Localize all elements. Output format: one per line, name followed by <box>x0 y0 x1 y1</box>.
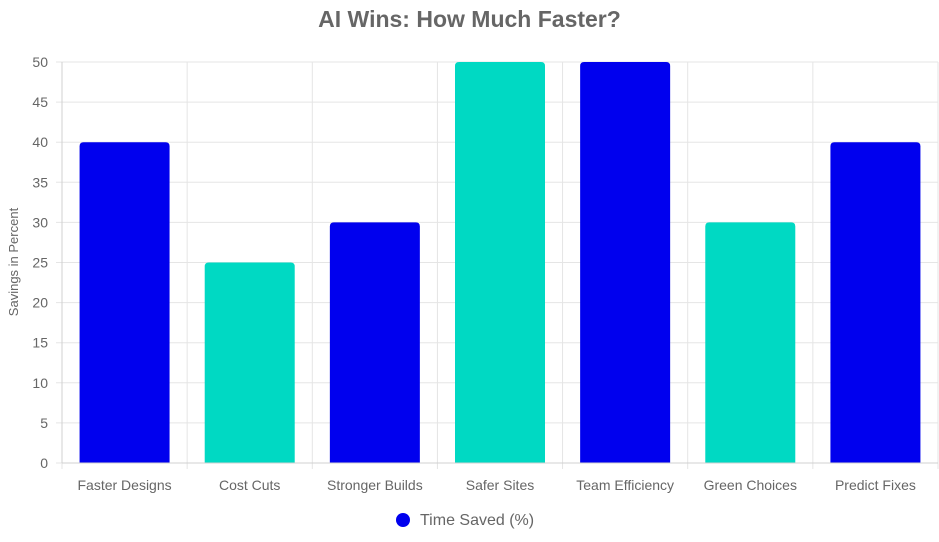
y-tick-label: 45 <box>32 94 48 110</box>
x-tick-labels: Faster Designs Cost Cuts Stronger Builds Sa… <box>77 477 915 493</box>
y-tick-label: 10 <box>32 375 48 391</box>
chart-title: AI Wins: How Much Faster? <box>318 6 621 32</box>
y-tick-labels: 0 5 10 15 20 25 30 35 40 45 50 <box>32 54 48 471</box>
y-tick-label: 35 <box>32 174 48 190</box>
x-tick-label: Green Choices <box>704 477 797 493</box>
x-tick-label: Stronger Builds <box>327 477 423 493</box>
y-tick-label: 0 <box>40 455 48 471</box>
y-tick-label: 5 <box>40 415 48 431</box>
bar[interactable] <box>329 222 420 463</box>
y-axis-title: Savings in Percent <box>6 207 21 316</box>
bar[interactable] <box>705 222 796 463</box>
x-tick-label: Cost Cuts <box>219 477 280 493</box>
y-tick-label: 50 <box>32 54 48 70</box>
y-tick-label: 20 <box>32 295 48 311</box>
x-tick-label: Team Efficiency <box>576 477 674 493</box>
y-tick-label: 30 <box>32 214 48 230</box>
legend-swatch <box>396 513 410 527</box>
axes <box>61 62 938 464</box>
bar[interactable] <box>830 142 921 463</box>
bars <box>79 62 921 464</box>
x-tick-label: Faster Designs <box>77 477 171 493</box>
y-tick-label: 40 <box>32 134 48 150</box>
bar[interactable] <box>204 262 295 464</box>
y-tick-label: 25 <box>32 255 48 271</box>
bar[interactable] <box>580 62 671 463</box>
bar[interactable] <box>455 62 545 463</box>
x-tick-label: Safer Sites <box>466 477 534 493</box>
bar[interactable] <box>79 142 170 463</box>
legend[interactable]: Time Saved (%) <box>396 512 534 529</box>
y-tick-label: 15 <box>32 335 48 351</box>
legend-label: Time Saved (%) <box>420 512 534 529</box>
x-tick-label: Predict Fixes <box>835 477 916 493</box>
